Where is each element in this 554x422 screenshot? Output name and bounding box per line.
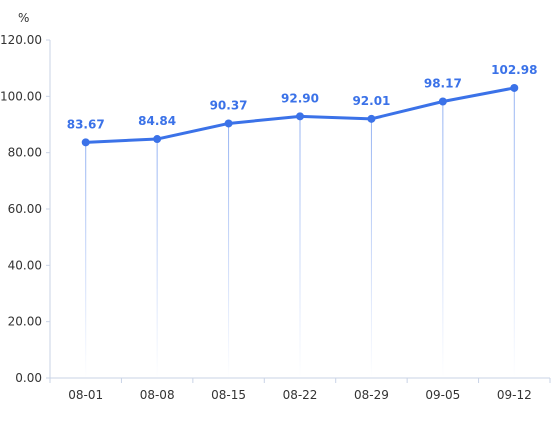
x-tick-label: 08-08 <box>140 388 175 402</box>
drop-line <box>513 87 515 378</box>
drop-line <box>228 123 230 379</box>
data-point <box>224 119 233 128</box>
data-point <box>153 135 162 144</box>
y-tick-label: 60.00 <box>8 202 42 216</box>
data-label: 98.17 <box>424 76 462 90</box>
y-tick-label: 80.00 <box>8 146 42 160</box>
data-label: 90.37 <box>210 98 248 112</box>
y-axis: 0.00 20.00 40.00 60.00 80.00 100.00 120.00 <box>0 33 51 385</box>
data-label: 84.84 <box>138 114 176 128</box>
y-tick-label: 100.00 <box>0 89 42 103</box>
x-axis: 08-01 08-08 08-15 08-22 08-29 09-05 09-12 <box>49 377 551 402</box>
x-tick-label: 09-05 <box>425 388 460 402</box>
data-point <box>510 83 519 92</box>
data-point <box>438 97 447 106</box>
drop-line <box>370 118 372 378</box>
data-label: 92.01 <box>352 94 390 108</box>
data-label: 102.98 <box>491 63 537 77</box>
x-tick-label: 09-12 <box>497 388 532 402</box>
y-axis-unit-label: % <box>18 11 29 25</box>
drop-line <box>85 142 87 378</box>
drop-line <box>442 101 444 379</box>
drop-line <box>156 139 158 378</box>
y-tick-label: 40.00 <box>8 258 42 272</box>
data-point <box>81 138 90 147</box>
data-point <box>296 112 304 121</box>
data-labels: 83.67 84.84 90.37 92.90 92.01 98.17 102.98 <box>67 63 538 131</box>
data-label: 83.67 <box>67 117 105 131</box>
data-point <box>367 114 376 123</box>
x-tick-label: 08-15 <box>211 388 246 402</box>
y-tick-label: 20.00 <box>8 315 42 329</box>
x-tick-label: 08-29 <box>354 388 389 402</box>
data-label: 92.90 <box>281 91 319 105</box>
y-tick-label: 120.00 <box>0 33 42 47</box>
x-tick-label: 08-22 <box>283 388 318 402</box>
data-points <box>81 83 519 147</box>
drop-line <box>299 116 301 378</box>
x-tick-label: 08-01 <box>68 388 103 402</box>
drop-lines <box>85 87 515 379</box>
y-tick-label: 0.00 <box>15 371 42 385</box>
